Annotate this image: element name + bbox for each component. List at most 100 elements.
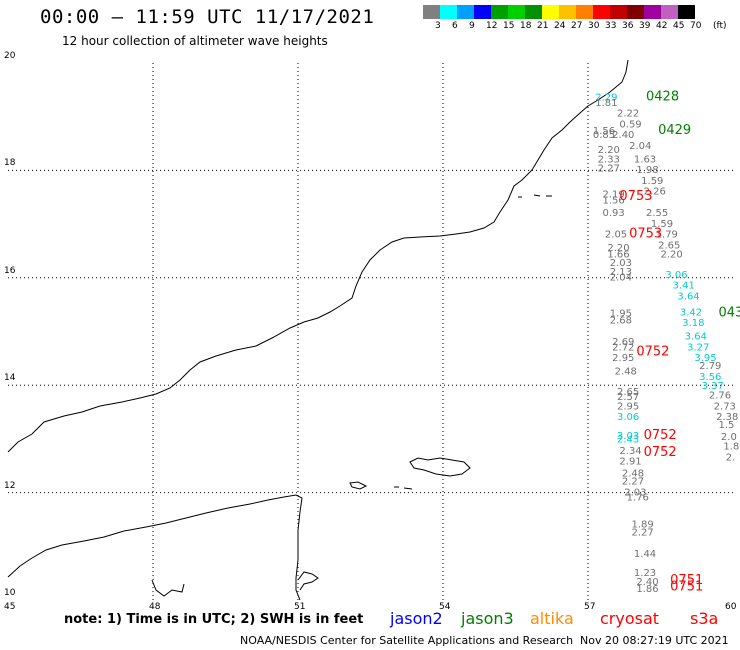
wave-height-label: 3.64 <box>685 332 707 343</box>
wave-height-label: 2.26 <box>644 187 666 198</box>
wave-height-label: 3.27 <box>687 342 709 353</box>
satellite-altika-label: altika <box>530 609 574 628</box>
latitude-label: 18 <box>4 158 16 169</box>
wave-height-label: 1.8 <box>723 442 739 453</box>
wave-height-label: 0.59 <box>619 119 641 130</box>
brothers-islands <box>394 486 413 490</box>
latitude-label: 12 <box>4 480 16 491</box>
legend-label: (ft) <box>713 21 727 31</box>
wave-height-label: 2.04 <box>629 141 651 152</box>
legend-label: 36 <box>622 21 634 31</box>
wave-height-label: 2.76 <box>709 391 731 402</box>
wave-height-label: 2.22 <box>617 109 639 120</box>
wave-height-label: 2.55 <box>646 208 668 219</box>
abd-al-kuri-island <box>349 481 368 490</box>
legend-swatch <box>423 5 440 19</box>
wave-height-label: 1.5 <box>719 420 735 431</box>
legend-label: 30 <box>588 21 600 31</box>
wave-height-label: 3.42 <box>680 307 702 318</box>
legend-swatch <box>525 5 542 19</box>
satellite-s3a-label: s3a <box>690 609 719 628</box>
legend-swatch <box>440 5 457 19</box>
satellite-cryosat-label: cryosat <box>600 609 660 628</box>
wave-height-label: 2.0 <box>721 432 737 443</box>
legend-swatch <box>457 5 474 19</box>
wave-height-label: 1.81 <box>595 98 617 109</box>
generation-timestamp: Nov 20 08:27:19 UTC 2021 <box>580 634 729 647</box>
map-subtitle: 12 hour collection of altimeter wave hei… <box>62 34 328 48</box>
wave-height-label: 2.40 <box>612 130 634 141</box>
color-legend <box>423 5 695 19</box>
wave-height-label: 2.13 <box>610 267 632 278</box>
wave-height-label: 3.37 <box>702 381 724 392</box>
wave-height-label: 2.79 <box>699 361 721 372</box>
wave-height-label: 2.95 <box>612 353 634 364</box>
pass-time-label: 0429 <box>658 123 691 138</box>
graticule <box>8 63 733 600</box>
somalia-coastline <box>7 494 303 601</box>
longitude-label: 48 <box>149 602 161 612</box>
legend-label: 3 <box>435 21 441 31</box>
footer-note: note: 1) Time is in UTC; 2) SWH is in fe… <box>64 612 364 627</box>
legend-swatch <box>593 5 610 19</box>
wave-height-label: 1.63 <box>634 154 656 165</box>
wave-height-label: 2.27 <box>622 477 644 488</box>
wave-height-label: 3.95 <box>694 353 716 364</box>
wave-height-label: 2.65 <box>617 387 639 398</box>
wave-height-label: 0.85 <box>593 130 615 141</box>
longitude-label: 51 <box>294 602 306 612</box>
socotra-island <box>409 457 471 477</box>
legend-swatch <box>576 5 593 19</box>
wave-height-label: 2.29 <box>595 93 617 104</box>
wave-height-label: 1.59 <box>651 219 673 230</box>
legend-swatch <box>644 5 661 19</box>
latitude-label: 16 <box>4 265 16 276</box>
wave-height-label: 2.40 <box>636 577 658 588</box>
pass-time-label: 0752 <box>644 445 677 460</box>
wave-height-label: 2.91 <box>619 457 641 468</box>
wave-height-label: 2.20 <box>598 145 620 156</box>
legend-swatch <box>491 5 508 19</box>
pass-time-label: 043 <box>719 305 740 320</box>
legend-swatch <box>474 5 491 19</box>
satellite-jason2-label: jason2 <box>390 609 443 628</box>
satellite-jason3-label: jason3 <box>461 609 514 628</box>
pass-time-label: 0753 <box>629 227 662 242</box>
wave-height-label: 2.20 <box>661 249 683 260</box>
credit-line: NOAA/NESDIS Center for Satellite Applica… <box>240 634 574 647</box>
yemen-oman-coastline <box>7 59 629 453</box>
wave-height-labels: 2.291.812.220.591.560.852.402.042.202.33… <box>593 90 740 595</box>
legend-swatch <box>627 5 644 19</box>
legend-label: 6 <box>452 21 458 31</box>
legend-label: 12 <box>486 21 498 31</box>
legend-swatch <box>610 5 627 19</box>
wave-height-label: 1.76 <box>627 493 649 504</box>
wave-height-label: 3.06 <box>665 270 687 281</box>
ras-hafun-peninsula <box>297 571 319 591</box>
wave-height-label: 2.48 <box>622 468 644 479</box>
wave-height-label: 3.56 <box>699 372 721 383</box>
wave-height-label: 1.59 <box>641 176 663 187</box>
legend-label: 45 <box>673 21 685 31</box>
legend-label: 42 <box>656 21 668 31</box>
wave-height-label: 2. <box>726 452 736 463</box>
pass-time-label: 0753 <box>619 189 652 204</box>
color-legend-labels: 3 6 9 12 15 18 21 24 27 30 33 36 39 42 45 70 (ft) <box>423 21 740 33</box>
legend-label: 27 <box>571 21 583 31</box>
legend-label: 21 <box>537 21 549 31</box>
wave-height-label: 3.06 <box>617 412 639 423</box>
wave-height-label: 1.44 <box>634 549 656 560</box>
wave-height-label: 1.66 <box>607 249 629 260</box>
legend-label: 33 <box>605 21 617 31</box>
wave-height-label: 2.04 <box>610 272 632 283</box>
longitude-label: 60 <box>725 602 737 612</box>
legend-label: 18 <box>520 21 532 31</box>
legend-swatch <box>508 5 525 19</box>
wave-height-label: 2.57 <box>617 392 639 403</box>
kuria-muria-islets <box>518 194 552 198</box>
wave-height-label: 3.64 <box>677 291 699 302</box>
wave-height-label: 3.41 <box>673 281 695 292</box>
wave-height-label: 2.03 <box>610 258 632 269</box>
wave-height-label: 1.89 <box>632 520 654 531</box>
